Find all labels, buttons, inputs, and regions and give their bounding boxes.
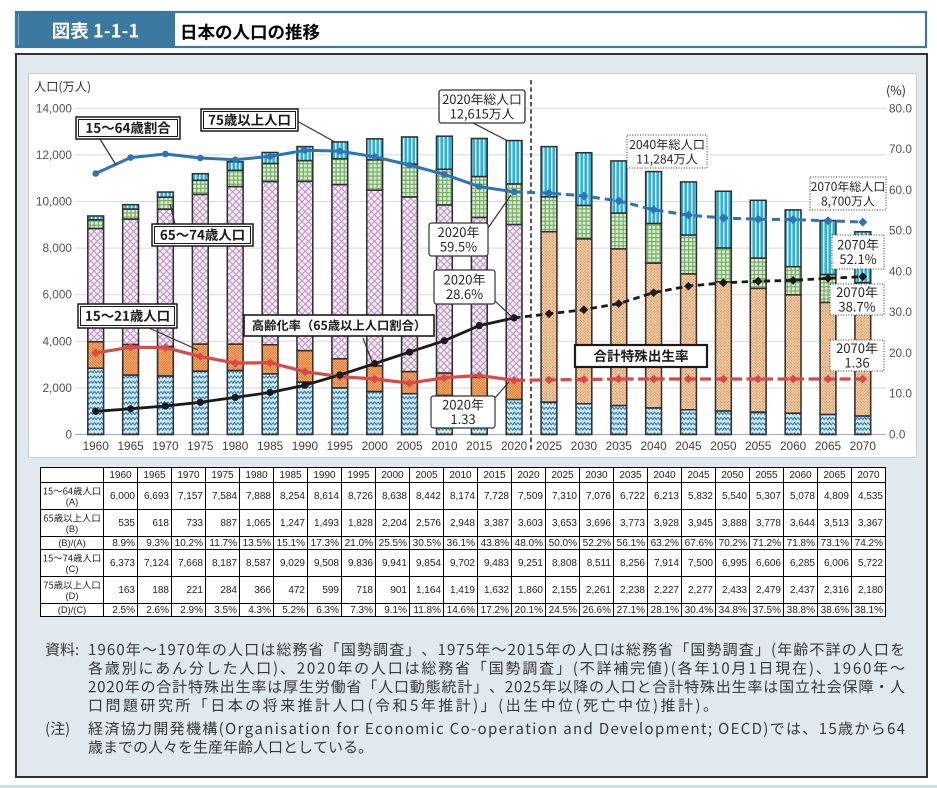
svg-text:10,000: 10,000: [36, 195, 73, 209]
svg-text:(B): (B): [66, 524, 78, 534]
svg-text:2065: 2065: [815, 439, 842, 453]
svg-text:2035: 2035: [606, 439, 633, 453]
svg-text:2005: 2005: [396, 439, 423, 453]
svg-text:2000: 2000: [362, 439, 389, 453]
svg-text:1970: 1970: [152, 439, 179, 453]
svg-text:50.0: 50.0: [889, 224, 912, 238]
svg-text:2025: 2025: [536, 439, 563, 453]
svg-text:2,000: 2,000: [42, 381, 72, 395]
svg-text:1960: 1960: [83, 439, 110, 453]
svg-text:2010: 2010: [431, 439, 458, 453]
svg-text:10.0: 10.0: [889, 387, 912, 401]
svg-text:30.0: 30.0: [889, 305, 912, 319]
svg-text:1965: 1965: [117, 439, 144, 453]
svg-text:2020: 2020: [501, 439, 528, 453]
svg-text:1985: 1985: [257, 439, 284, 453]
svg-text:2070: 2070: [850, 439, 877, 453]
svg-text:(D): (D): [66, 591, 79, 601]
svg-text:40.0: 40.0: [889, 264, 912, 278]
svg-text:20.0: 20.0: [889, 346, 912, 360]
svg-text:80.0: 80.0: [889, 101, 912, 115]
svg-text:2030: 2030: [571, 439, 598, 453]
svg-text:(A): (A): [66, 497, 78, 507]
svg-text:2050: 2050: [710, 439, 737, 453]
svg-text:2060: 2060: [780, 439, 807, 453]
svg-text:8,000: 8,000: [42, 241, 72, 255]
svg-text:1980: 1980: [222, 439, 249, 453]
svg-text:70.0: 70.0: [889, 142, 912, 156]
svg-text:12,000: 12,000: [36, 148, 73, 162]
svg-text:6,000: 6,000: [42, 288, 72, 302]
svg-text:(C): (C): [66, 564, 79, 574]
svg-text:60.0: 60.0: [889, 183, 912, 197]
svg-text:4,000: 4,000: [42, 334, 72, 348]
svg-text:1990: 1990: [292, 439, 319, 453]
svg-text:0: 0: [65, 428, 72, 442]
svg-text:2045: 2045: [675, 439, 702, 453]
svg-text:1975: 1975: [187, 439, 214, 453]
svg-text:0.0: 0.0: [889, 428, 906, 442]
svg-text:2055: 2055: [745, 439, 772, 453]
svg-text:14,000: 14,000: [36, 101, 73, 115]
svg-text:2015: 2015: [466, 439, 493, 453]
svg-text:2040: 2040: [640, 439, 667, 453]
svg-text:1995: 1995: [327, 439, 354, 453]
